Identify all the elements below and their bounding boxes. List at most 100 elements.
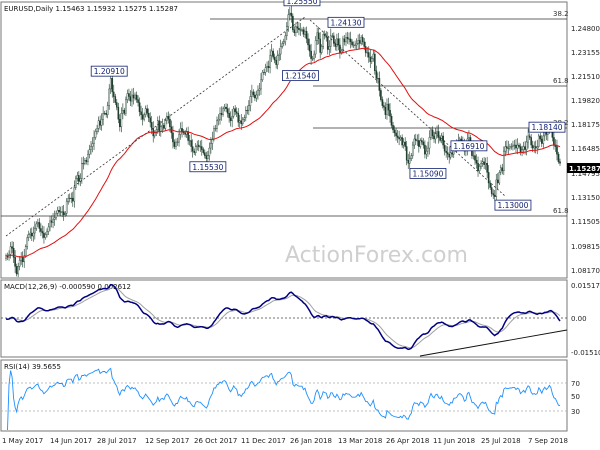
candle-body — [43, 232, 45, 238]
candle-body — [346, 37, 349, 40]
price-tick-label: 1.19820 — [571, 97, 600, 105]
candle-body — [384, 106, 387, 115]
candle-body — [305, 31, 308, 40]
candle-body — [495, 179, 498, 197]
candle-body — [84, 160, 86, 164]
candle-body — [490, 187, 493, 194]
candle-body — [207, 155, 209, 159]
candle-body — [90, 146, 92, 150]
candle-body — [431, 129, 434, 137]
candle-body — [439, 137, 441, 141]
date-axis: 1 May 2017 14 Jun 2017 28 Jul 2017 12 Se… — [2, 437, 568, 445]
candle-body — [402, 141, 405, 146]
candle-body — [378, 78, 381, 91]
candle-body — [398, 137, 400, 140]
candle-body — [200, 146, 203, 150]
candle-body — [367, 52, 370, 58]
candle-body — [123, 109, 126, 114]
candle-body — [241, 119, 244, 125]
price-tick-label: 1.13150 — [571, 194, 600, 202]
candle-body — [73, 187, 76, 202]
candle-body — [71, 197, 74, 202]
current-price-box — [567, 163, 600, 173]
macd-tick-label: 0.00 — [571, 315, 587, 323]
candle-body — [475, 160, 478, 164]
candle-body — [480, 163, 482, 167]
candle-body — [184, 132, 186, 135]
candle-body — [99, 120, 101, 126]
candle-body — [536, 146, 539, 149]
candle-body — [477, 163, 479, 172]
ema-line — [6, 47, 561, 258]
candle-body — [208, 147, 211, 156]
candle-body — [210, 143, 212, 149]
candle-body — [533, 146, 535, 149]
pivot-label-box — [528, 121, 566, 133]
candle-body — [175, 141, 177, 147]
pivot-label: 1.13000 — [497, 201, 528, 210]
candle-body — [531, 144, 534, 149]
candle-body — [70, 197, 73, 199]
candle-body — [334, 43, 337, 47]
candle-body — [313, 53, 315, 59]
candle-body — [249, 96, 252, 106]
candle-body — [91, 143, 94, 147]
candle-body — [76, 175, 79, 179]
candle-body — [81, 163, 83, 179]
candle-body — [320, 46, 323, 53]
candle-body — [109, 78, 112, 90]
candle-body — [478, 166, 481, 172]
pivot-label-box — [327, 16, 365, 28]
candle-body — [460, 138, 463, 141]
candle-body — [222, 108, 224, 115]
candle-body — [413, 138, 416, 146]
candle-body — [387, 103, 390, 111]
candle-body — [108, 88, 111, 106]
pivot-labels: 1.25550 1.24130 1.21540 1.20910 1.15530 1.150… — [90, 0, 566, 211]
candle-body — [292, 15, 294, 30]
candle-body — [88, 149, 91, 155]
macd-tick-label: 0.015176 — [571, 282, 600, 290]
candle-body — [530, 137, 532, 146]
candle-body — [153, 132, 156, 137]
candle-body — [525, 141, 528, 150]
candle-body — [557, 153, 560, 162]
candle-body — [105, 112, 107, 115]
candle-body — [295, 26, 297, 34]
candle-body — [448, 153, 451, 158]
candle-body — [534, 146, 537, 149]
candle-body — [383, 105, 385, 108]
candle-body — [164, 120, 167, 129]
candle-body — [126, 93, 129, 100]
candle-body — [443, 144, 446, 152]
candle-body — [319, 38, 321, 53]
candle-body — [304, 31, 306, 35]
candle-body — [181, 128, 183, 132]
candle-body — [160, 126, 162, 132]
candle-body — [65, 200, 68, 214]
rsi-tick-label: 30 — [571, 408, 580, 416]
candle-body — [21, 257, 24, 263]
candle-body — [161, 125, 164, 128]
candle-body — [202, 149, 205, 153]
candle-body — [361, 37, 364, 43]
candle-body — [357, 40, 359, 44]
candle-body — [245, 109, 247, 118]
candle-body — [238, 120, 241, 123]
candle-body — [472, 155, 475, 157]
candle-body — [369, 56, 372, 62]
pivot-label: 1.15090 — [412, 169, 443, 178]
candle-body — [389, 109, 391, 117]
candle-body — [342, 38, 344, 52]
candle-body — [442, 135, 444, 146]
candle-body — [401, 137, 403, 146]
candle-body — [103, 112, 106, 114]
candle-body — [263, 72, 265, 74]
candle-body — [204, 152, 206, 156]
candle-body — [399, 137, 402, 140]
candle-body — [14, 257, 16, 267]
candle-body — [496, 179, 499, 184]
candle-body — [58, 210, 60, 212]
trend-line-upper — [5, 16, 306, 237]
